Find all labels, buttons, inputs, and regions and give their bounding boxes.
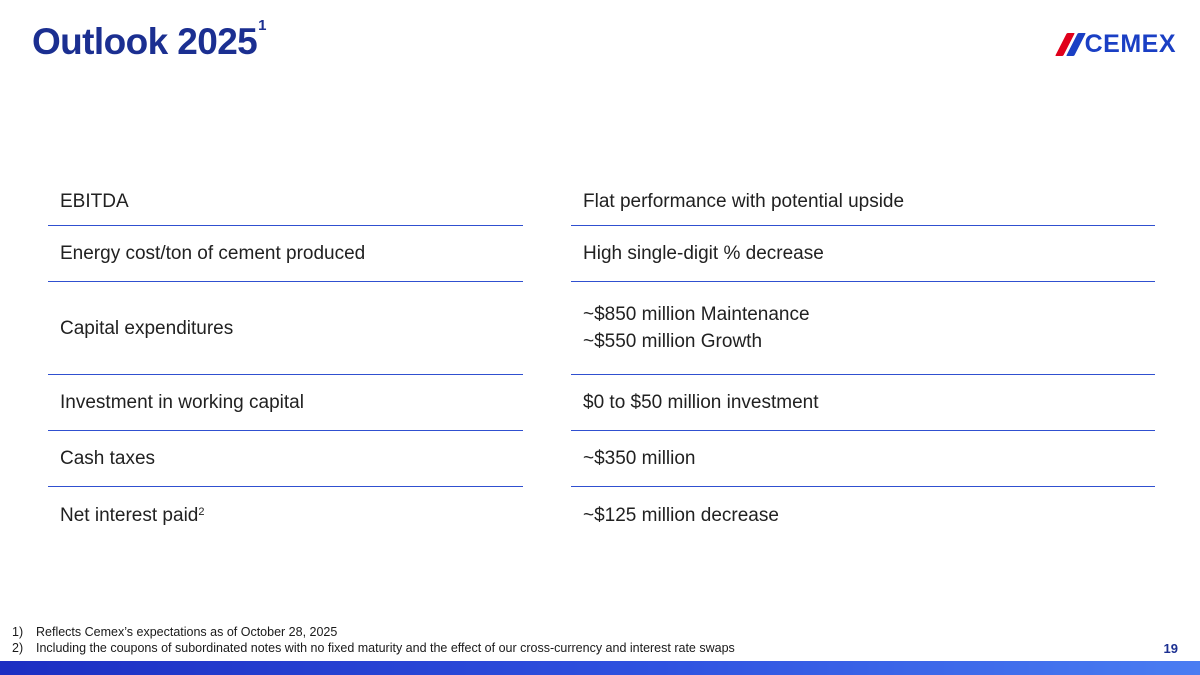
slide-header: Outlook 20251 CEMEX: [32, 17, 1176, 63]
row-label-footnote-ref: 2: [198, 505, 205, 518]
bottom-accent-bar: [0, 661, 1200, 675]
label-cell: Investment in working capital: [48, 375, 523, 431]
footnote: 1) Reflects Cemex’s expectations as of O…: [12, 624, 735, 640]
row-label: Net interest paid2: [60, 504, 205, 526]
row-value: ~$850 million Maintenance: [583, 304, 810, 325]
value-cell: High single-digit % decrease: [571, 226, 1155, 282]
column-gap: [523, 487, 571, 543]
table-row: Energy cost/ton of cement produced High …: [48, 226, 1155, 282]
row-value: ~$550 million Growth: [583, 331, 763, 352]
row-label: Energy cost/ton of cement produced: [60, 243, 366, 264]
row-value: ~$125 million decrease: [583, 504, 779, 526]
value-cell: ~$125 million decrease: [571, 487, 1155, 543]
table-row: Investment in working capital $0 to $50 …: [48, 375, 1155, 431]
column-gap: [523, 282, 571, 375]
label-cell: EBITDA: [48, 178, 523, 226]
row-value: $0 to $50 million investment: [583, 392, 819, 413]
value-cell: Flat performance with potential upside: [571, 178, 1155, 226]
cemex-logo: CEMEX: [1054, 30, 1176, 59]
logo-wordmark: CEMEX: [1084, 30, 1176, 58]
label-cell: Cash taxes: [48, 431, 523, 487]
row-label: Investment in working capital: [60, 392, 304, 413]
column-gap: [523, 431, 571, 487]
table-row: Cash taxes ~$350 million: [48, 431, 1155, 487]
table-row: Capital expenditures ~$850 million Maint…: [48, 282, 1155, 375]
footnote-number: 1): [12, 625, 24, 639]
value-cell: $0 to $50 million investment: [571, 375, 1155, 431]
footnote-number: 2): [12, 641, 24, 655]
page-title-footnote-ref: 1: [258, 17, 266, 34]
label-cell: Energy cost/ton of cement produced: [48, 226, 523, 282]
row-value: ~$350 million: [583, 448, 696, 469]
footnote: 2) Including the coupons of subordinated…: [12, 640, 735, 656]
label-cell: Capital expenditures: [48, 282, 523, 375]
page-title-text: Outlook 2025: [32, 21, 258, 62]
label-cell: Net interest paid2: [48, 487, 523, 543]
row-label: EBITDA: [60, 191, 129, 212]
footnotes: 1) Reflects Cemex’s expectations as of O…: [12, 624, 735, 656]
outlook-table: EBITDA Flat performance with potential u…: [48, 178, 1155, 543]
value-cell: ~$850 million Maintenance ~$550 million …: [571, 282, 1155, 375]
value-cell: ~$350 million: [571, 431, 1155, 487]
table-row: EBITDA Flat performance with potential u…: [48, 178, 1155, 226]
column-gap: [523, 178, 571, 226]
column-gap: [523, 226, 571, 282]
row-label: Cash taxes: [60, 448, 156, 469]
table-row: Net interest paid2 ~$125 million decreas…: [48, 487, 1155, 543]
row-label: Capital expenditures: [60, 317, 234, 339]
row-value: High single-digit % decrease: [583, 243, 824, 264]
footnote-text: Including the coupons of subordinated no…: [36, 641, 735, 655]
page-number: 19: [1163, 641, 1178, 656]
row-value: Flat performance with potential upside: [583, 191, 905, 212]
column-gap: [523, 375, 571, 431]
footnote-text: Reflects Cemex’s expectations as of Octo…: [36, 625, 338, 639]
page-title: Outlook 20251: [32, 17, 266, 63]
